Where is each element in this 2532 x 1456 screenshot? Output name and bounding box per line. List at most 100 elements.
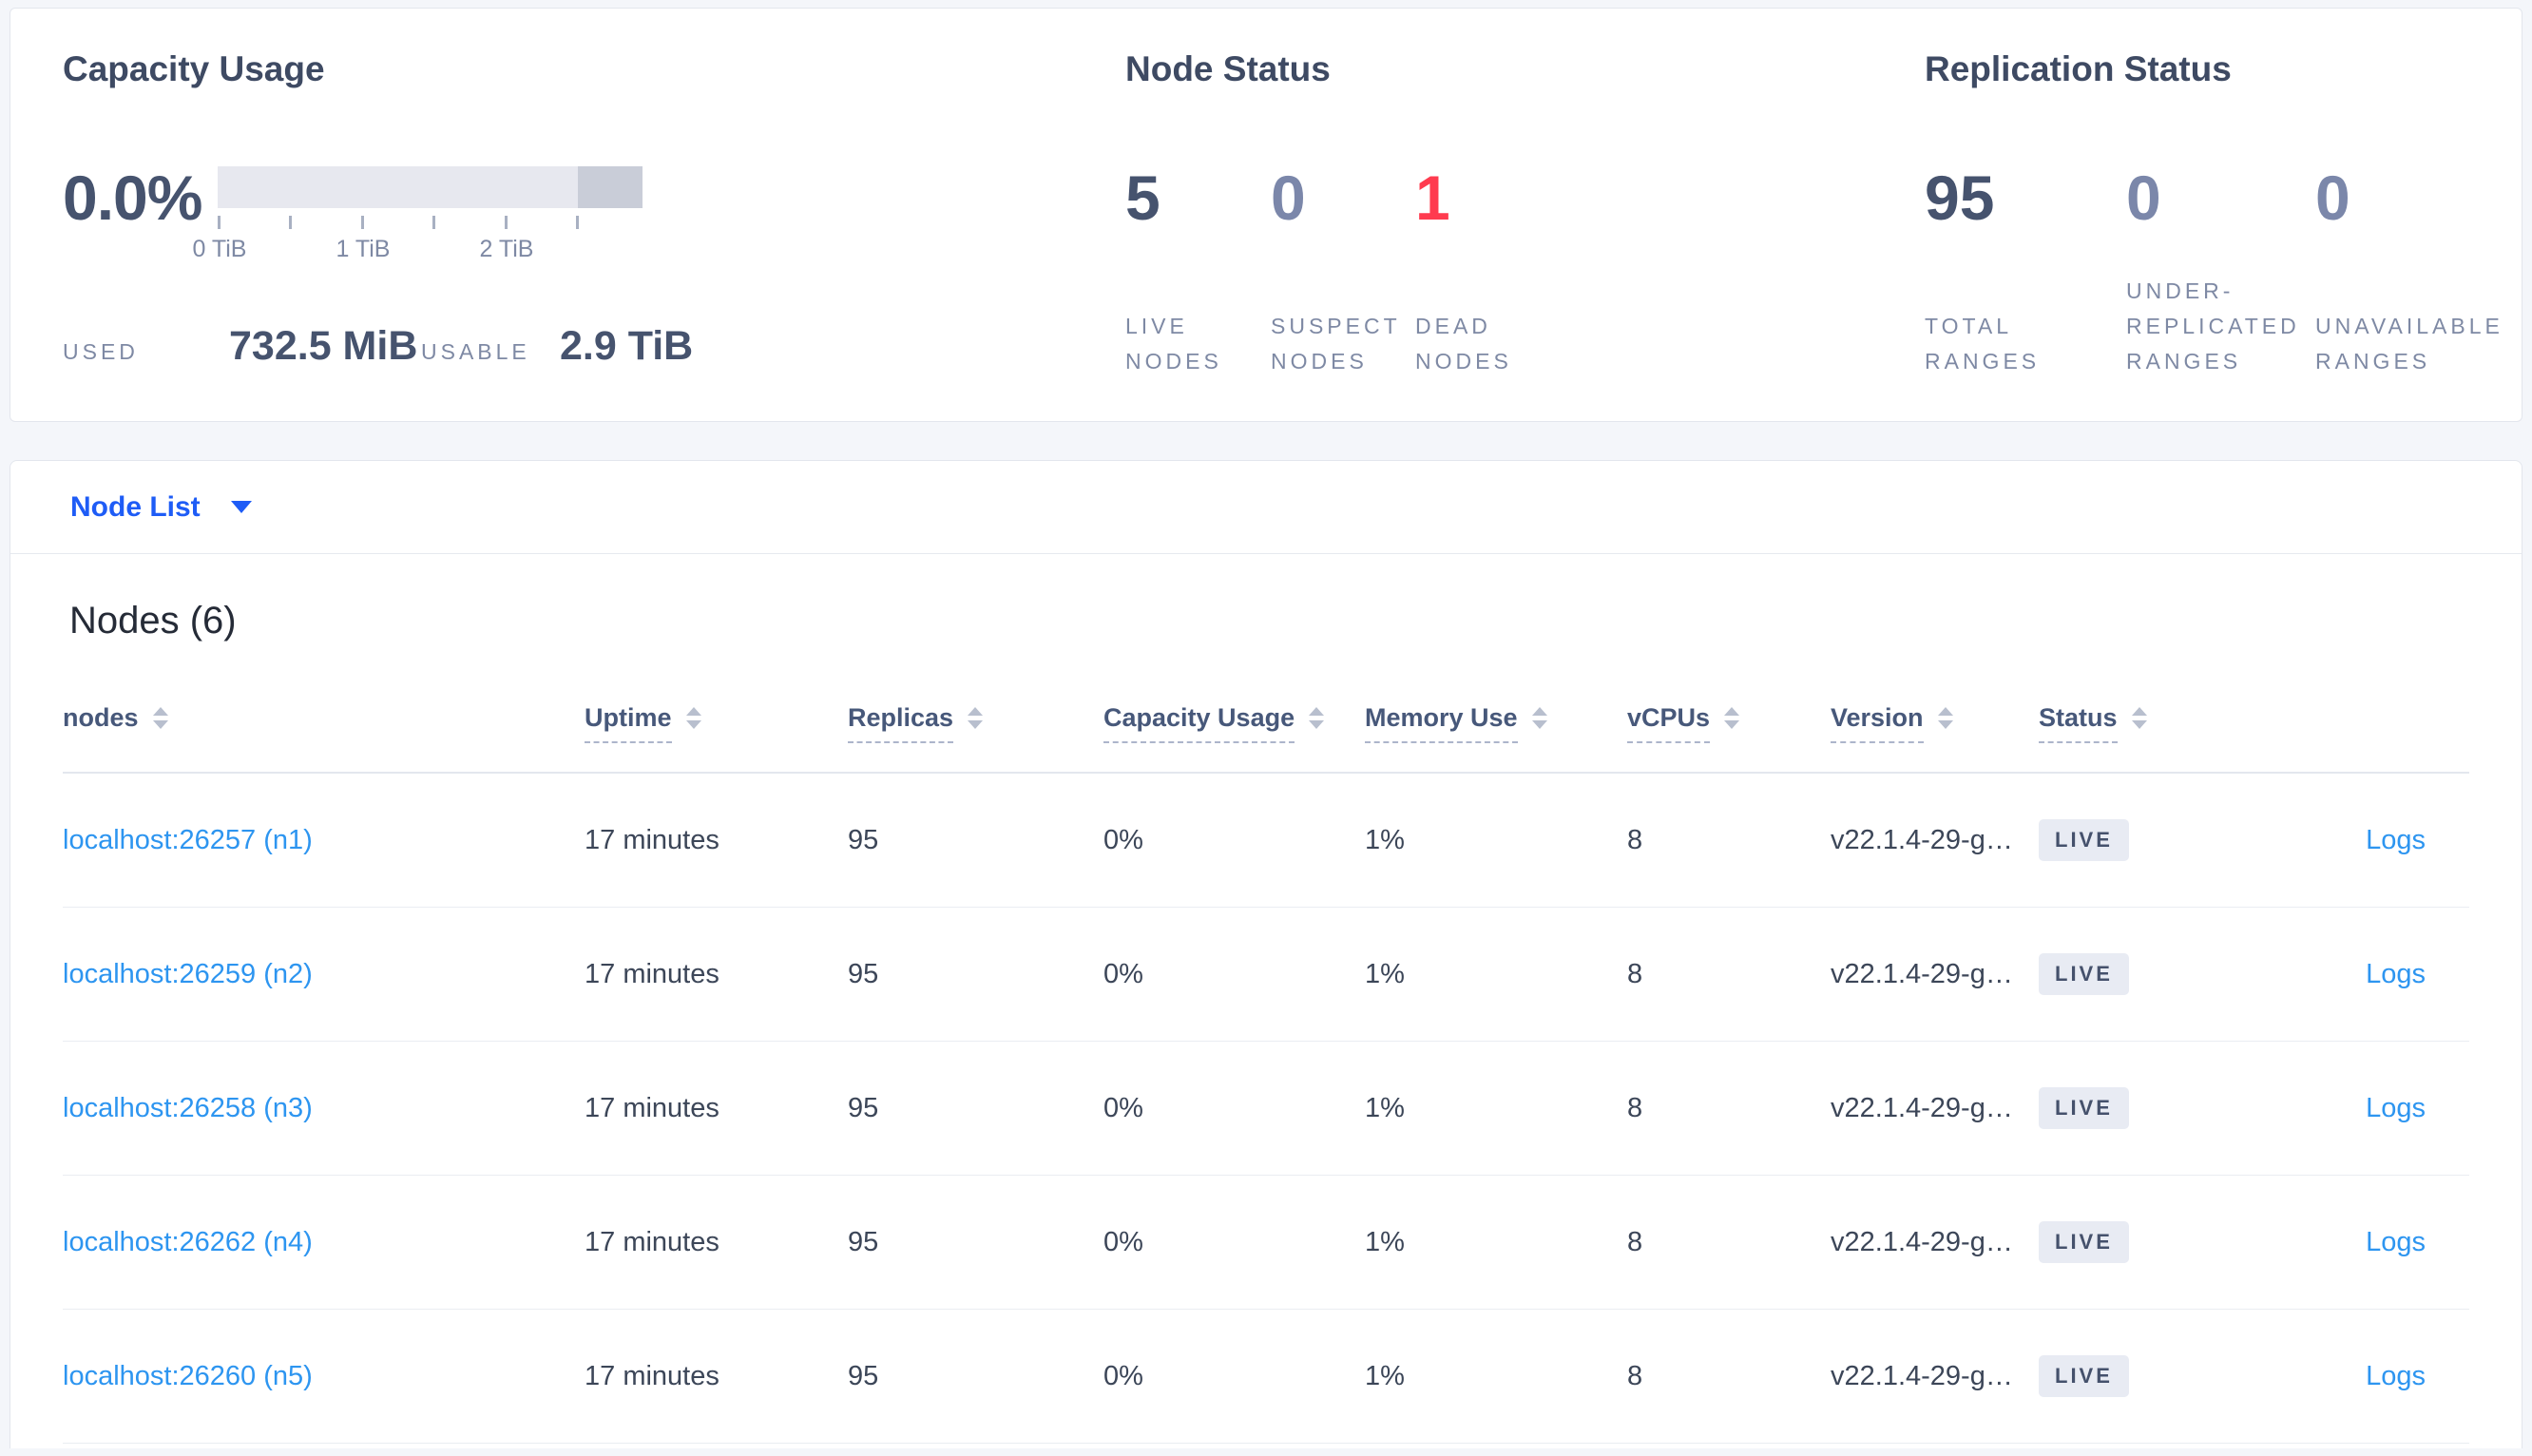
column-header-memory-use[interactable]: Memory Use <box>1365 702 1627 743</box>
node-status-section: Node Status 5 0 1 LIVE NODES SUSPECT NOD… <box>1125 48 1925 421</box>
logs-cell: Logs <box>2262 1227 2469 1258</box>
logs-link[interactable]: Logs <box>2366 958 2426 989</box>
column-header-version[interactable]: Version <box>1831 702 2039 743</box>
vcpus-cell: 8 <box>1627 1360 1643 1391</box>
capacity-cell: 0% <box>1103 958 1143 989</box>
axis-label: 2 TiB <box>479 236 534 262</box>
logs-link[interactable]: Logs <box>2366 1360 2426 1391</box>
capacity-cell: 0% <box>1103 1360 1143 1391</box>
node-list-dropdown[interactable]: Node List <box>10 461 2522 554</box>
capacity-bar-chart: 0 TiB 1 TiB 2 TiB <box>193 166 643 264</box>
total-ranges-label: TOTAL RANGES <box>1925 314 2041 374</box>
uptime-cell: 17 minutes <box>585 1226 719 1257</box>
sort-icon[interactable] <box>2131 707 2147 729</box>
capacity-bar-track <box>218 166 643 208</box>
table-row: localhost:26259 (n2) 17 minutes 95 0% 1%… <box>63 908 2469 1042</box>
memory-cell: 1% <box>1365 1092 1405 1123</box>
logs-link[interactable]: Logs <box>2366 1226 2426 1257</box>
logs-link[interactable]: Logs <box>2366 824 2426 855</box>
usable-value: 2.9 TiB <box>560 323 694 369</box>
memory-cell: 1% <box>1365 824 1405 855</box>
status-cell: LIVE <box>2039 1221 2262 1263</box>
sort-icon[interactable] <box>1724 707 1740 729</box>
table-row: localhost:26260 (n5) 17 minutes 95 0% 1%… <box>63 1310 2469 1444</box>
column-header-vcpus[interactable]: vCPUs <box>1627 702 1831 743</box>
table-row: localhost:26262 (n4) 17 minutes 95 0% 1%… <box>63 1176 2469 1310</box>
node-status-values: 5 0 1 <box>1125 166 1925 229</box>
node-link[interactable]: localhost:26258 (n3) <box>63 1092 313 1123</box>
logs-cell: Logs <box>2262 825 2469 856</box>
usable-label: USABLE <box>421 339 530 364</box>
logs-link[interactable]: Logs <box>2366 1092 2426 1123</box>
used-value: 732.5 MiB <box>229 323 418 369</box>
suspect-nodes-label: SUSPECT NODES <box>1271 314 1401 374</box>
capacity-percent-value: 0.0% <box>63 163 202 233</box>
replicas-cell: 95 <box>848 1360 879 1391</box>
node-link[interactable]: localhost:26262 (n4) <box>63 1226 313 1257</box>
axis-label: 1 TiB <box>336 236 391 262</box>
replicas-cell: 95 <box>848 1092 879 1123</box>
table-header-row: nodes Uptime Replicas Capacity Usage Mem… <box>63 702 2469 774</box>
uptime-cell: 17 minutes <box>585 824 719 855</box>
version-cell: v22.1.4-29-g… <box>1831 1092 2013 1123</box>
replicas-cell: 95 <box>848 958 879 989</box>
sort-icon[interactable] <box>1937 707 1953 729</box>
dead-nodes-count: 1 <box>1415 163 1450 233</box>
replicas-cell: 95 <box>848 824 879 855</box>
capacity-axis-labels: 0 TiB 1 TiB 2 TiB <box>193 236 643 264</box>
sort-icon[interactable] <box>685 707 701 729</box>
axis-label: 0 TiB <box>192 236 247 262</box>
vcpus-cell: 8 <box>1627 1092 1643 1123</box>
capacity-usage-title: Capacity Usage <box>63 49 325 88</box>
version-cell: v22.1.4-29-g… <box>1831 824 2013 855</box>
sort-icon[interactable] <box>1531 707 1547 729</box>
replication-status-section: Replication Status 95 0 0 TOTAL RANGES U… <box>1925 48 2522 421</box>
version-cell: v22.1.4-29-g… <box>1831 1360 2013 1391</box>
status-badge: LIVE <box>2039 953 2129 995</box>
chevron-down-icon <box>230 501 252 513</box>
node-status-title: Node Status <box>1125 49 1331 88</box>
node-link[interactable]: localhost:26257 (n1) <box>63 824 313 855</box>
node-list-card: Node List Nodes (6) nodes Uptime Replica… <box>10 460 2522 1448</box>
replication-values: 95 0 0 <box>1925 166 2522 229</box>
column-header-uptime[interactable]: Uptime <box>585 702 848 743</box>
version-cell: v22.1.4-29-g… <box>1831 958 2013 989</box>
node-cell: localhost:26259 (n2) <box>63 959 585 990</box>
status-cell: LIVE <box>2039 1355 2262 1397</box>
status-badge: LIVE <box>2039 1087 2129 1129</box>
live-nodes-count: 5 <box>1125 163 1160 233</box>
sort-icon[interactable] <box>152 707 168 729</box>
node-status-labels: LIVE NODES SUSPECT NODES DEAD NODES <box>1125 309 1925 379</box>
node-link[interactable]: localhost:26260 (n5) <box>63 1360 313 1391</box>
status-cell: LIVE <box>2039 819 2262 861</box>
column-header-capacity-usage[interactable]: Capacity Usage <box>1103 702 1365 743</box>
under-replicated-ranges-label: UNDER- REPLICATED RANGES <box>2126 278 2300 374</box>
capacity-axis-ticks <box>218 216 643 230</box>
nodes-table-title: Nodes (6) <box>69 600 237 642</box>
node-list-dropdown-label[interactable]: Node List <box>70 490 201 523</box>
uptime-cell: 17 minutes <box>585 958 719 989</box>
capacity-usage-section: Capacity Usage 0.0% 0 TiB 1 TiB <box>63 48 1125 421</box>
node-link[interactable]: localhost:26259 (n2) <box>63 958 313 989</box>
column-header-status[interactable]: Status <box>2039 702 2262 743</box>
sort-icon[interactable] <box>1309 707 1325 729</box>
uptime-cell: 17 minutes <box>585 1360 719 1391</box>
logs-cell: Logs <box>2262 1361 2469 1392</box>
capacity-cell: 0% <box>1103 1226 1143 1257</box>
vcpus-cell: 8 <box>1627 824 1643 855</box>
replication-status-title: Replication Status <box>1925 49 2232 88</box>
node-cell: localhost:26260 (n5) <box>63 1361 585 1392</box>
status-cell: LIVE <box>2039 1087 2262 1129</box>
capacity-cell: 0% <box>1103 824 1143 855</box>
capacity-cell: 0% <box>1103 1092 1143 1123</box>
replication-labels: TOTAL RANGES UNDER- REPLICATED RANGES UN… <box>1925 274 2522 379</box>
vcpus-cell: 8 <box>1627 958 1643 989</box>
column-header-replicas[interactable]: Replicas <box>848 702 1103 743</box>
column-header-nodes[interactable]: nodes <box>63 702 585 733</box>
status-badge: LIVE <box>2039 1355 2129 1397</box>
sort-icon[interactable] <box>968 707 984 729</box>
used-label: USED <box>63 339 139 364</box>
node-cell: localhost:26262 (n4) <box>63 1227 585 1258</box>
status-badge: LIVE <box>2039 819 2129 861</box>
version-cell: v22.1.4-29-g… <box>1831 1226 2013 1257</box>
